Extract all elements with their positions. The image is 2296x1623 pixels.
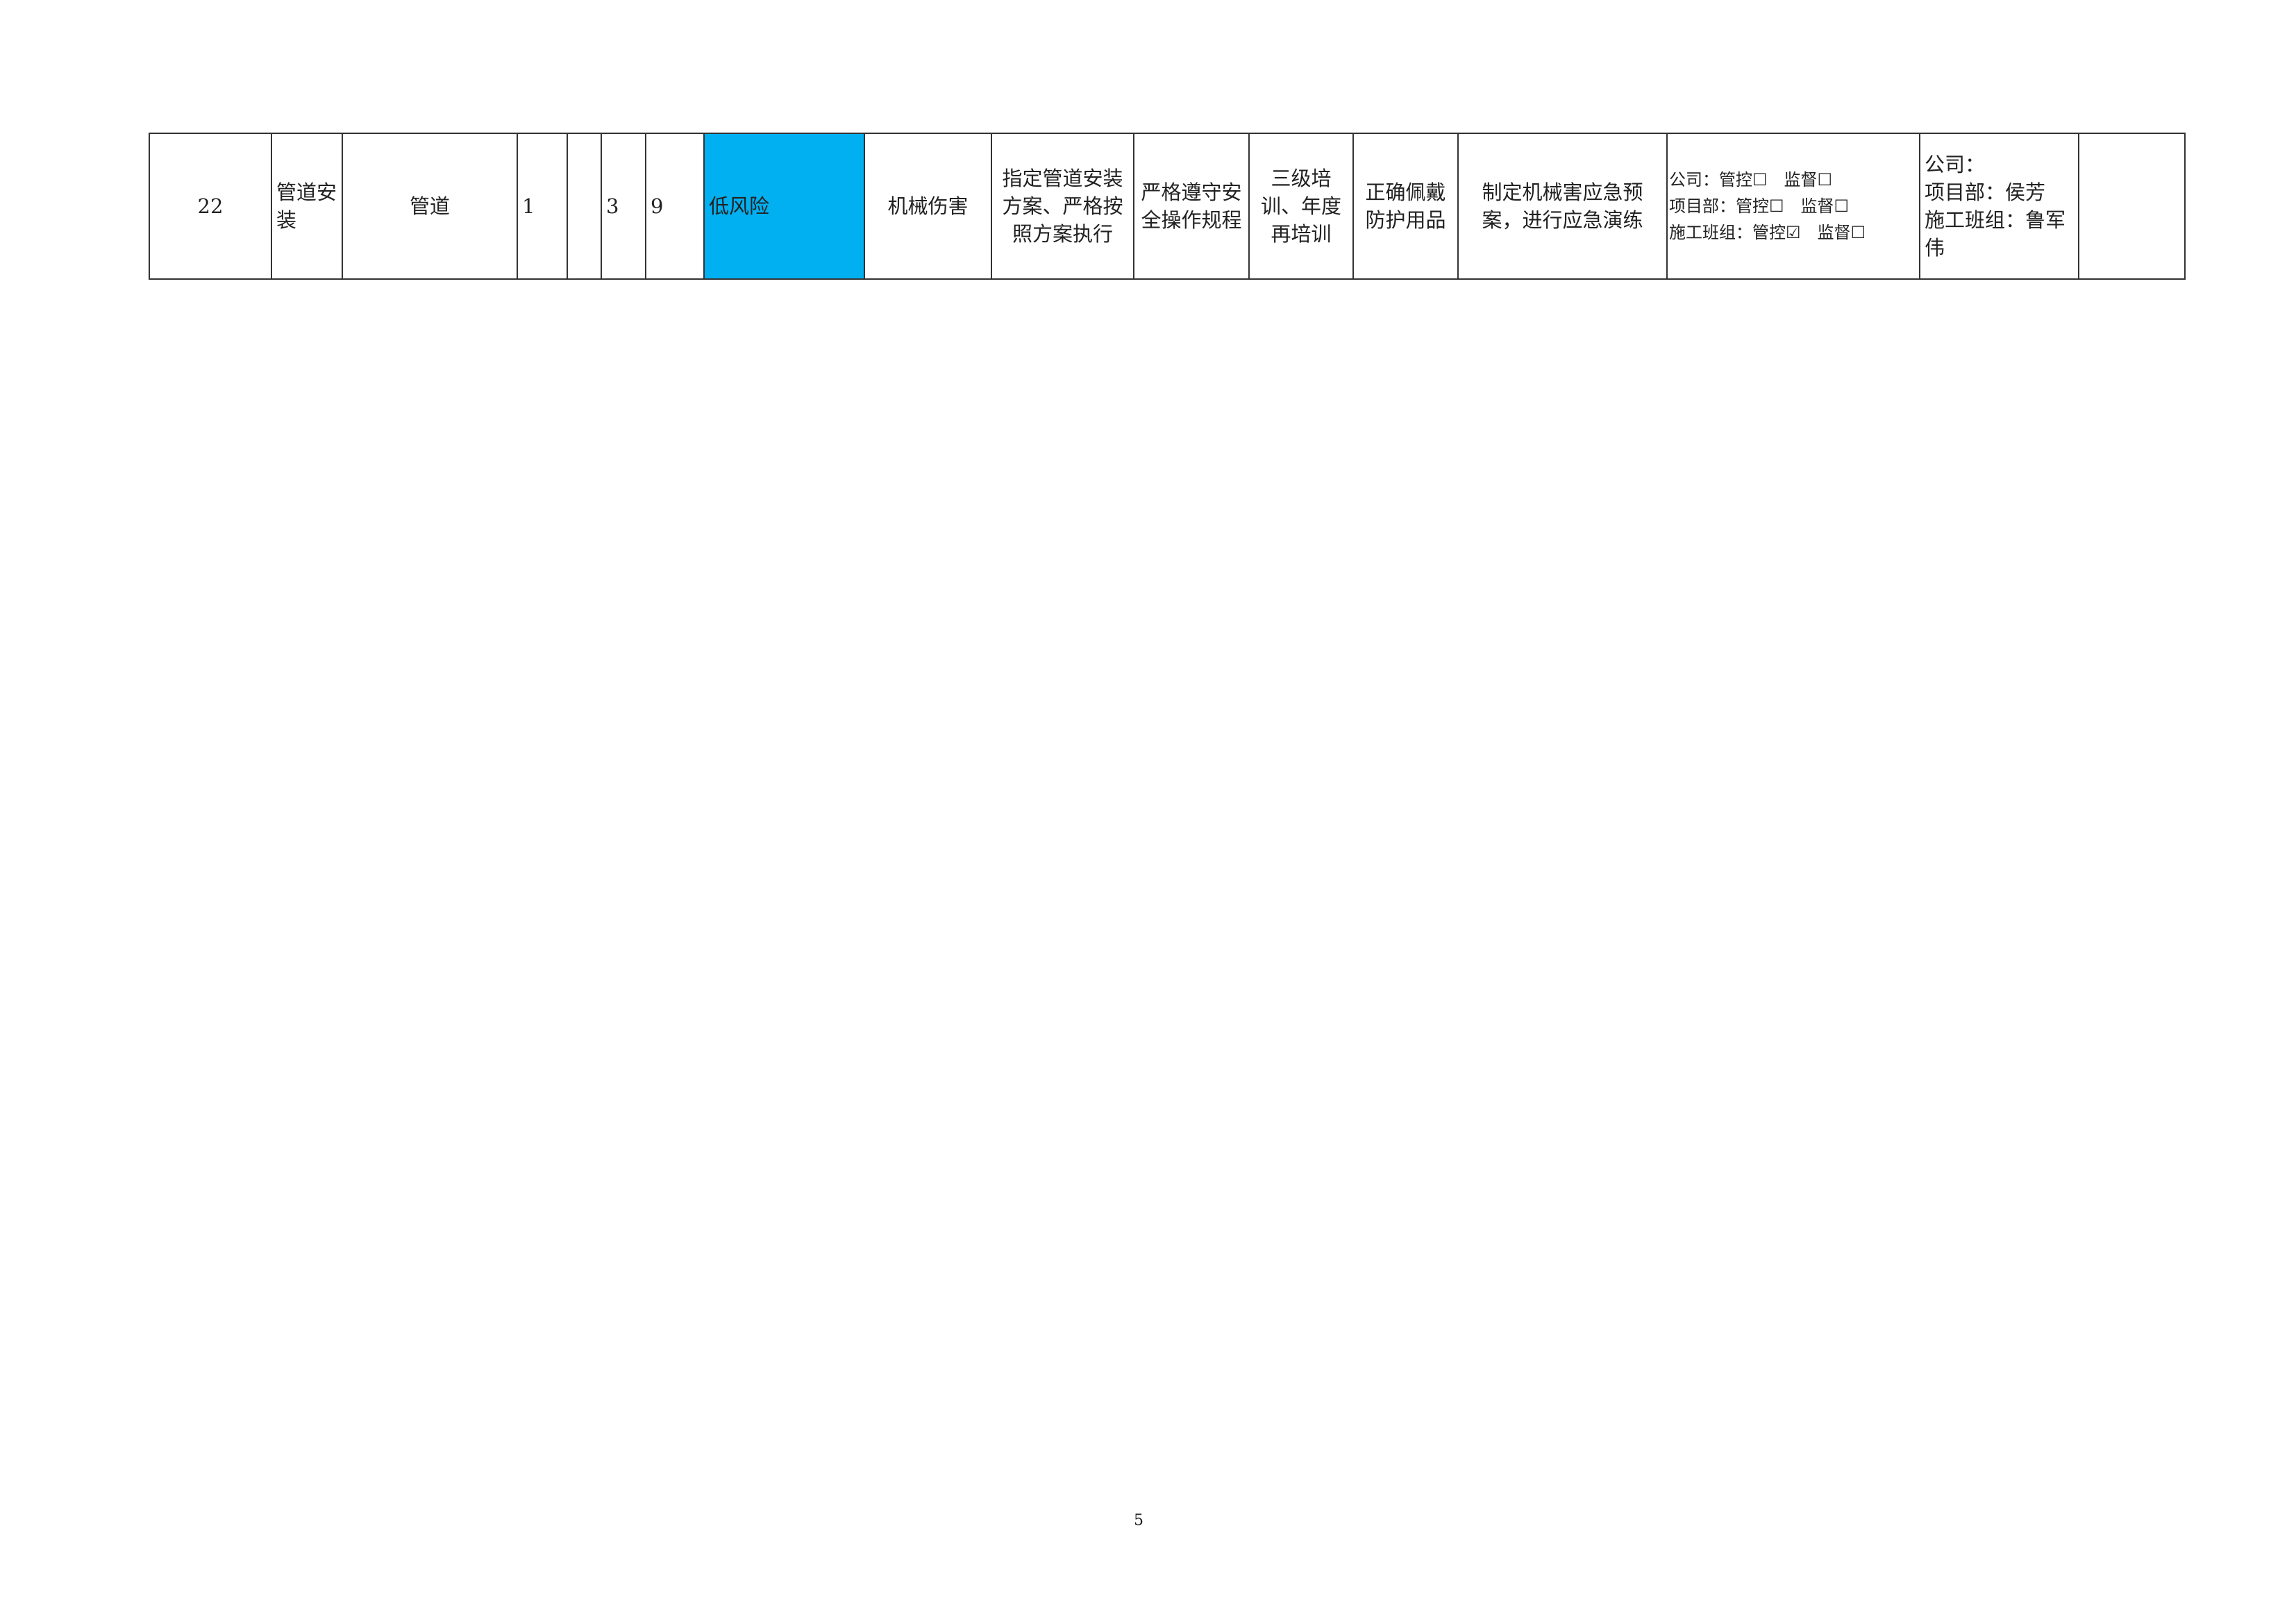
- table-cell: 严格遵守安全操作规程: [1133, 133, 1250, 280]
- cell-line: 公司：管控☐ 监督☐: [1669, 170, 1833, 190]
- risk-table: 22 管道安装 管道 1 3 9 低风险 机械伤害 指定管道安装方案、严格按照方案执行 严格遵守安…: [149, 133, 2186, 280]
- table-cell: [567, 133, 602, 280]
- table-cell: 3: [601, 133, 646, 280]
- table-cell: 机械伤害: [864, 133, 992, 280]
- table-cell: 9: [645, 133, 705, 280]
- table-cell: 公司： 项目部：侯芳施工班组：鲁军伟: [1919, 133, 2079, 280]
- cell-line: 施工班组：鲁军伟: [1925, 208, 2066, 260]
- cell-line: 项目部：管控☐ 监督☐: [1669, 196, 1850, 216]
- cell-line: 项目部：侯芳: [1925, 180, 2046, 204]
- table-cell: [2078, 133, 2186, 280]
- table-cell: 22: [149, 133, 272, 280]
- cell-line: 施工班组：管控☑ 监督☐: [1669, 223, 1866, 242]
- table-row: 22 管道安装 管道 1 3 9 低风险 机械伤害 指定管道安装方案、严格按照方案执行 严格遵守安…: [149, 133, 2186, 280]
- table-cell: 正确佩戴防护用品: [1352, 133, 1459, 280]
- page-number: 5: [1134, 1512, 1143, 1529]
- cell-line: 公司：: [1925, 153, 1986, 176]
- table-cell: 低风险: [703, 133, 865, 280]
- table-cell: 管道: [342, 133, 518, 280]
- table-cell: 三级培训、年度再培训: [1248, 133, 1354, 280]
- table-cell: 管道安装: [271, 133, 343, 280]
- table-cell: 公司：管控☐ 监督☐ 项目部：管控☐ 监督☐ 施工班组：管控☑ 监督☐: [1666, 133, 1920, 280]
- table-cell: 1: [517, 133, 568, 280]
- table-cell: 指定管道安装方案、严格按照方案执行: [991, 133, 1134, 280]
- table-body: 22 管道安装 管道 1 3 9 低风险 机械伤害 指定管道安装方案、严格按照方案执行 严格遵守安…: [149, 133, 2186, 280]
- table-cell: 制定机械害应急预案，进行应急演练: [1457, 133, 1668, 280]
